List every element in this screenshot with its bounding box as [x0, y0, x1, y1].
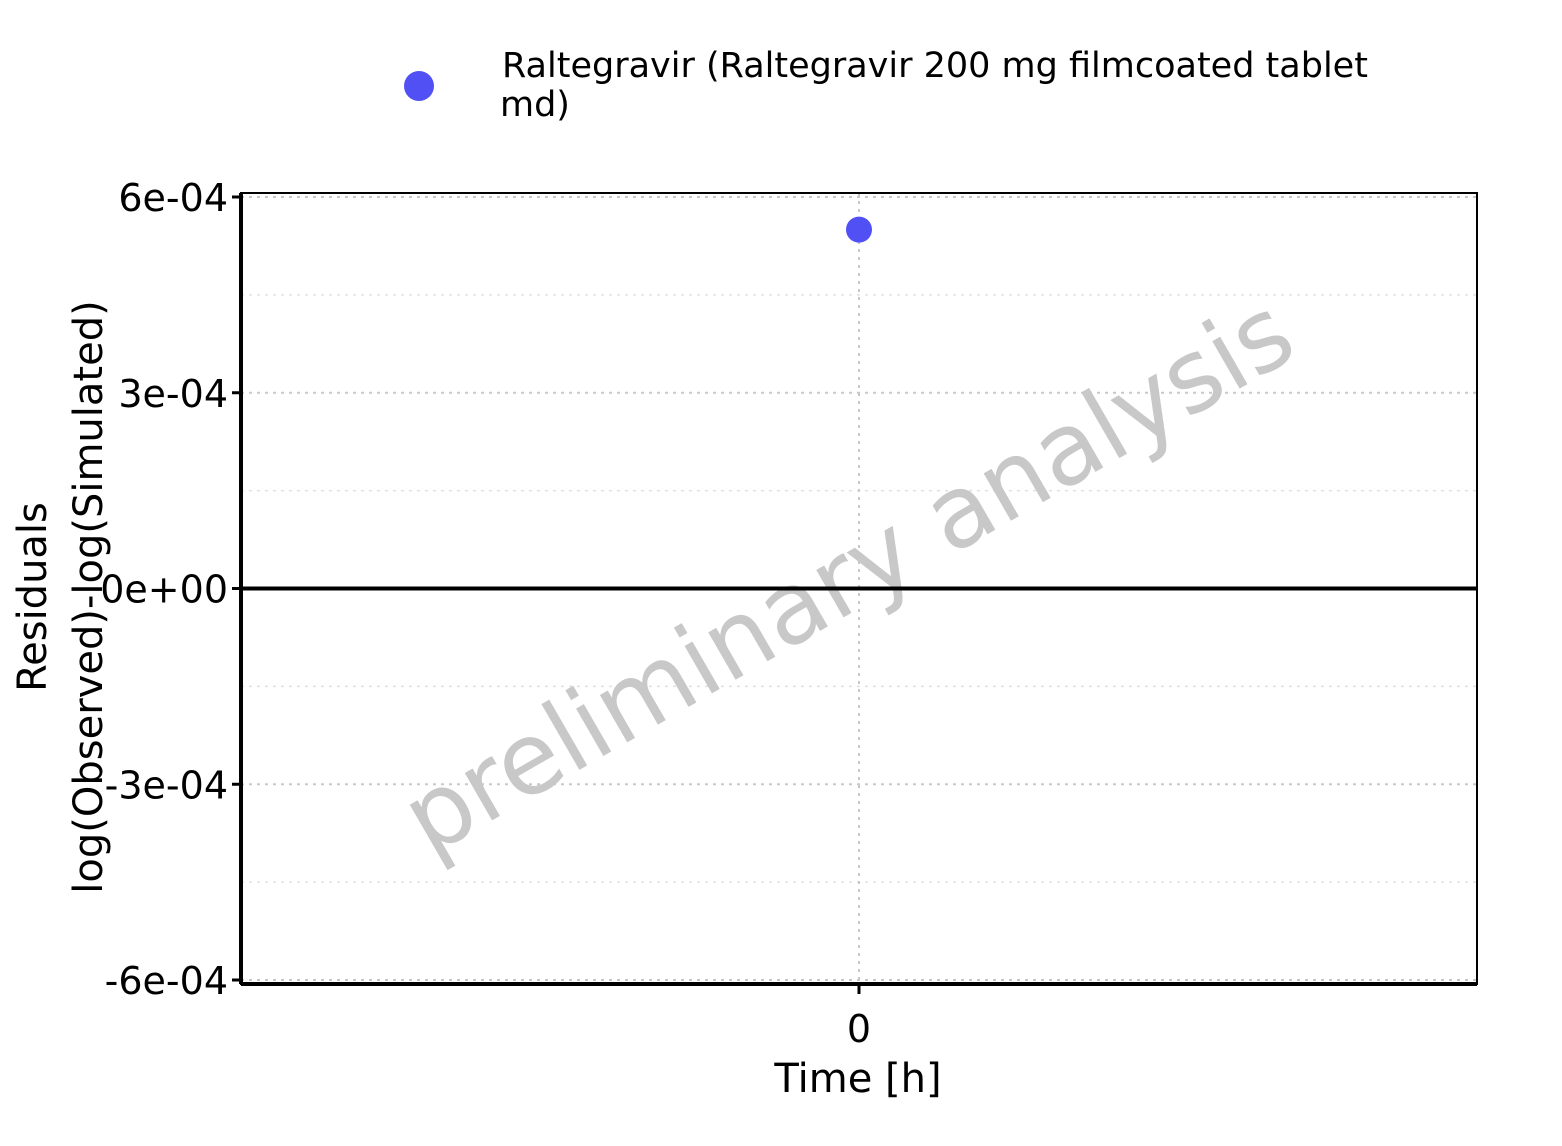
y-tick-label: -3e-04 — [105, 763, 228, 807]
y-tick-label: -6e-04 — [105, 959, 228, 1003]
legend-marker — [404, 71, 434, 101]
y-axis-title-line-1: Residuals — [10, 502, 56, 692]
y-axis-ticks: 6e-04 3e-04 0e+00 -3e-04 -6e-04 — [100, 176, 241, 1003]
watermark: preliminary analysis — [383, 273, 1313, 877]
y-tick-label: 6e-04 — [118, 176, 228, 220]
x-axis-ticks: 0 — [847, 984, 871, 1051]
legend: Raltegravir (Raltegravir 200 mg filmcoat… — [404, 46, 1368, 125]
y-axis-title-line-2: log(Observed)-log(Simulated) — [66, 300, 112, 893]
data-points — [846, 216, 872, 243]
x-axis-title: Time [h] — [773, 1056, 941, 1102]
legend-label-line-2: md) — [500, 85, 570, 125]
legend-label-line-1: Raltegravir (Raltegravir 200 mg filmcoat… — [502, 46, 1368, 86]
x-tick-label: 0 — [847, 1007, 871, 1051]
y-tick-label: 3e-04 — [118, 372, 228, 416]
data-point — [846, 216, 872, 243]
y-tick-label: 0e+00 — [100, 568, 228, 612]
